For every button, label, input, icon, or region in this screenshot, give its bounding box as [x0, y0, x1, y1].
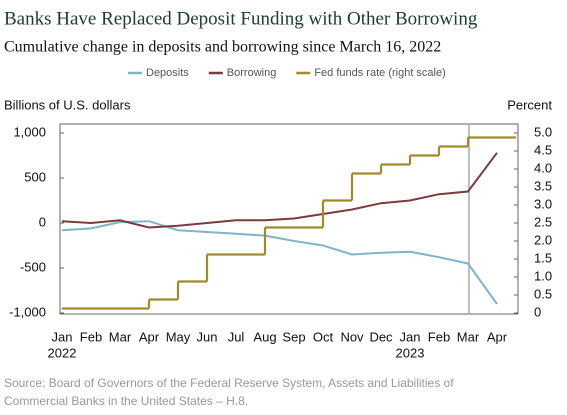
x-tick-label: Apr	[487, 329, 508, 344]
chart-title: Banks Have Replaced Deposit Funding with…	[4, 8, 478, 29]
x-year-label: 2023	[396, 345, 425, 360]
x-tick-label: Jan	[400, 329, 421, 344]
y-tick-label: 500	[24, 169, 46, 184]
x-tick-label: Jul	[228, 329, 245, 344]
x-tick-label: Aug	[253, 329, 276, 344]
y2-tick-label: 2.5	[534, 214, 552, 229]
legend-label: Fed funds rate (right scale)	[314, 67, 445, 79]
y2-tick-label: 0.5	[534, 286, 552, 301]
x-tick-label: Dec	[369, 329, 393, 344]
y-tick-label: 0	[39, 214, 46, 229]
source: Source: Board of Governors of the Federa…	[4, 376, 457, 408]
x-tick-label: Nov	[340, 329, 364, 344]
y2-tick-label: 0	[534, 304, 541, 319]
y2-tick-label: 4.5	[534, 142, 552, 157]
x-year-label: 2022	[48, 345, 77, 360]
x-tick-label: Feb	[80, 329, 102, 344]
y2-tick-label: 1.5	[534, 250, 552, 265]
y2-tick-label: 1.0	[534, 268, 552, 283]
x-tick-label: Feb	[428, 329, 450, 344]
x-tick-label: Mar	[457, 329, 480, 344]
x-tick-label: Sep	[282, 329, 305, 344]
x-tick-label: Oct	[313, 329, 334, 344]
x-tick-label: Jan	[52, 329, 73, 344]
x-tick-label: Jun	[197, 329, 218, 344]
y2-tick-label: 5.0	[534, 124, 552, 139]
x-tick-label: Mar	[109, 329, 132, 344]
y-tick-label: -500	[20, 259, 46, 274]
y-axis-label: Billions of U.S. dollars	[4, 97, 131, 112]
y2-tick-label: 4.0	[534, 160, 552, 175]
series-line	[61, 220, 498, 305]
series-line	[61, 152, 498, 229]
y2-tick-label: 3.0	[534, 196, 552, 211]
y-tick-label: -1,000	[9, 304, 46, 319]
legend-label: Borrowing	[227, 67, 277, 79]
chart-subtitle: Cumulative change in deposits and borrow…	[4, 39, 441, 56]
y2-tick-label: 2.0	[534, 232, 552, 247]
y2-axis-label: Percent	[507, 97, 552, 112]
y2-tick-label: 3.5	[534, 178, 552, 193]
legend-label: Deposits	[146, 67, 189, 79]
y-tick-label: 1,000	[13, 124, 46, 139]
x-tick-label: May	[166, 329, 191, 344]
plot-frame	[59, 123, 519, 315]
x-tick-label: Apr	[139, 329, 160, 344]
